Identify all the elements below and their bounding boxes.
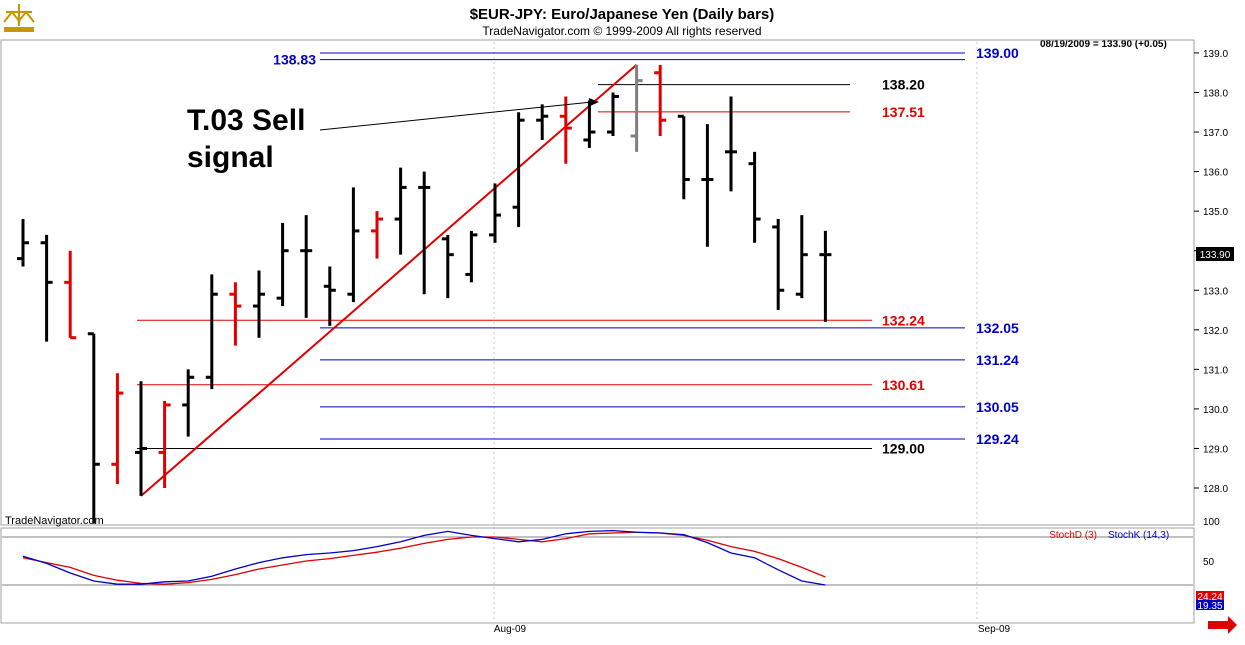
price-level-label: 129.00 [882,440,925,456]
stoch-k-line [22,529,826,586]
ohlc-bar [64,250,77,340]
price-level-label: 132.05 [976,320,1019,336]
ohlc-bar [394,167,407,255]
copyright-text: TradeNavigator.com © 1999-2009 All right… [482,24,761,38]
stoch-d-tag [1196,591,1224,601]
trend-line [140,64,638,497]
ohlc-bar [40,234,53,342]
ohlc-bar [276,223,289,307]
chart-title: $EUR-JPY: Euro/Japanese Yen (Daily bars) [470,6,775,23]
price-axis: 128.0129.0130.0131.0132.0133.0134.0135.0… [1194,49,1228,495]
stoch-y-tick-label: 50 [1203,557,1215,568]
y-tick-label: 137.0 [1203,128,1228,139]
ohlc-bar [300,215,313,318]
annotation-arrow [319,101,593,131]
stochastic-panel [0,527,1195,624]
stoch-k-legend: StochK (14,3) [1108,530,1169,541]
last-price-tag [1196,247,1234,261]
watermark-text: TradeNavigator.com [5,515,104,527]
price-level-label: 137.51 [882,104,925,120]
price-level-label: 131.24 [976,352,1019,368]
stoch-d-legend: StochD (3) [1049,530,1097,541]
annotation-arrowhead [589,98,599,106]
ohlc-bar [229,282,242,346]
ohlc-bar [583,100,596,148]
ohlc-bar [630,64,643,152]
scroll-right-icon[interactable] [1208,616,1237,634]
ohlc-bar [677,114,690,200]
y-tick-label: 133.0 [1203,286,1228,297]
stoch-d-line [22,531,826,585]
price-panel [0,39,1195,526]
price-level-label: 139.00 [976,45,1019,61]
stoch-k-value: 19.35 [1197,601,1222,612]
y-tick-label: 131.0 [1203,365,1228,376]
price-level-label: 130.61 [882,377,925,393]
y-tick-label: 129.0 [1203,444,1228,455]
y-tick-label: 138.0 [1203,89,1228,100]
ohlc-bar [748,151,761,243]
ohlc-bar [536,104,549,140]
last-quote-text: 08/19/2009 = 133.90 (+0.05) [1040,39,1167,50]
ohlc-bar [795,215,808,299]
ohlc-bar [347,187,360,303]
ohlc-bar [253,270,265,338]
ohlc-bar [135,381,147,496]
price-level-label: 138.20 [882,77,925,93]
ohlc-bar [701,124,714,247]
price-level-label: 138.83 [273,52,316,68]
ohlc-bar [512,112,525,227]
ohlc-bar [772,219,785,311]
price-bars [17,64,832,524]
ohlc-bar [371,211,383,259]
ohlc-bar [158,400,171,488]
ohlc-bar [205,274,218,390]
y-tick-label: 132.0 [1203,326,1228,337]
y-tick-label: 130.0 [1203,405,1228,416]
y-tick-label: 135.0 [1203,207,1228,218]
price-level-label: 132.24 [882,312,925,328]
last-price-label: 133.90 [1200,250,1231,261]
vertical-grid [493,42,978,622]
ohlc-bar [323,266,336,326]
ohlc-bar [607,92,619,137]
ohlc-bar [87,332,100,524]
ohlc-bar [182,369,195,437]
stoch-d-value: 24.24 [1197,592,1222,603]
ohlc-bar [489,183,501,243]
x-tick-sep: Sep-09 [978,624,1011,635]
y-tick-label: 136.0 [1203,168,1228,179]
price-level-label: 130.05 [976,399,1019,415]
ohlc-bar [441,234,454,299]
ohlc-bar [465,230,478,283]
ohlc-bar [819,230,832,322]
annotation-line2: signal [187,141,274,174]
stoch-y-tick-label: 100 [1203,517,1220,528]
ohlc-bar [725,96,737,192]
x-tick-aug: Aug-09 [494,624,527,635]
annotation-line1: T.03 Sell [187,104,305,137]
ohlc-bar [654,64,667,137]
y-tick-label: 128.0 [1203,484,1228,495]
ohlc-bar [418,171,431,295]
ohlc-bar [559,96,572,164]
ohlc-bar [111,373,124,485]
ohlc-bar [17,219,29,267]
logo-icon [3,4,35,32]
stoch-k-tag [1196,600,1224,610]
price-level-label: 129.24 [976,431,1019,447]
y-tick-label: 139.0 [1203,49,1228,60]
